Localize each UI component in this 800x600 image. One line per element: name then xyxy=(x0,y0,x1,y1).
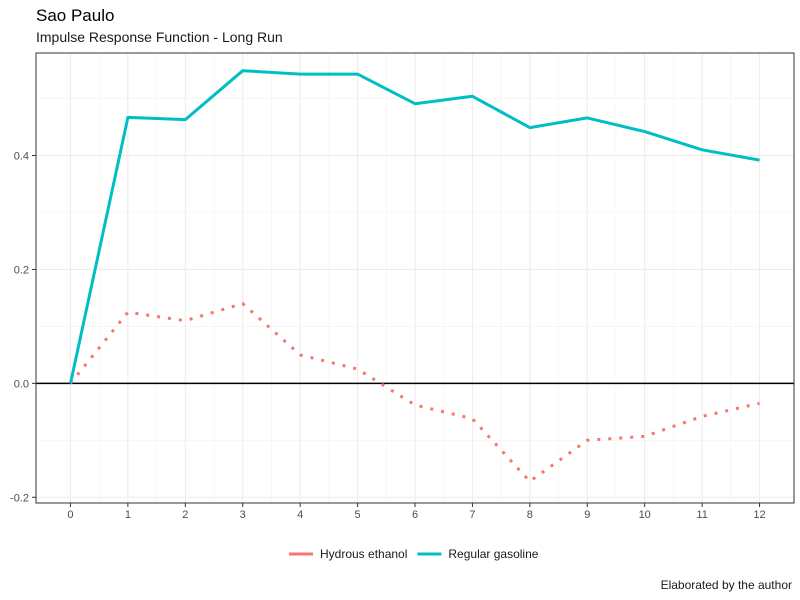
x-tick-label: 3 xyxy=(240,509,246,521)
axis-layer: 0 1 2 3 4 5 6 7 8 9 10 11 12-0.20.00.20.4 xyxy=(10,151,766,521)
y-tick-label: -0.2 xyxy=(10,492,29,504)
chart-subtitle: Impulse Response Function - Long Run xyxy=(36,29,283,45)
x-tick-label: 10 xyxy=(639,509,651,521)
legend: Hydrous ethanol Regular gasoline xyxy=(289,547,539,561)
grid-layer xyxy=(36,53,794,503)
x-tick-label: 12 xyxy=(753,509,765,521)
series-layer xyxy=(69,69,760,483)
x-tick-label: 11 xyxy=(696,509,707,521)
x-tick-label: 5 xyxy=(355,509,361,521)
x-tick-label: 8 xyxy=(527,509,533,521)
legend-label: Hydrous ethanol xyxy=(320,547,407,561)
y-tick-label: 0.0 xyxy=(14,378,29,390)
legend-label: Regular gasoline xyxy=(448,547,538,561)
x-tick-label: 6 xyxy=(412,509,418,521)
x-tick-label: 7 xyxy=(469,509,475,521)
x-tick-label: 4 xyxy=(297,509,303,521)
chart-title: Sao Paulo xyxy=(36,6,115,25)
x-tick-label: 9 xyxy=(584,509,590,521)
y-tick-label: 0.2 xyxy=(14,264,29,276)
series-line-regular-gasoline xyxy=(69,69,760,384)
x-tick-label: 1 xyxy=(125,509,131,521)
x-tick-label: 0 xyxy=(67,509,73,521)
x-tick-label: 2 xyxy=(182,509,188,521)
chart-caption: Elaborated by the author xyxy=(660,578,792,592)
y-tick-label: 0.4 xyxy=(14,151,29,163)
